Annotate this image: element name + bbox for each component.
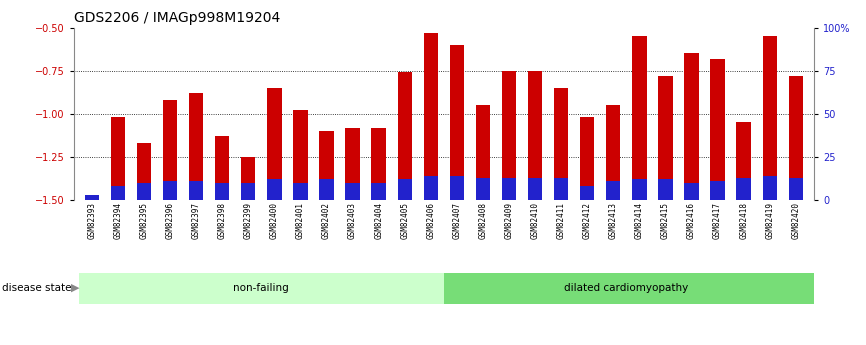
Text: GSM82403: GSM82403: [348, 201, 357, 239]
Text: dilated cardiomyopathy: dilated cardiomyopathy: [565, 283, 688, 293]
Bar: [85, 195, 99, 200]
Bar: [710, 59, 725, 200]
Bar: [372, 128, 386, 200]
Bar: [423, 176, 438, 200]
Bar: [736, 122, 751, 200]
Text: GSM82405: GSM82405: [400, 201, 410, 239]
Bar: [658, 76, 673, 200]
Bar: [189, 181, 204, 200]
Bar: [658, 179, 673, 200]
Bar: [632, 179, 647, 200]
Text: GSM82397: GSM82397: [191, 201, 201, 239]
FancyBboxPatch shape: [443, 273, 814, 304]
Bar: [346, 128, 359, 200]
Bar: [137, 183, 152, 200]
Bar: [528, 71, 542, 200]
Bar: [528, 178, 542, 200]
Text: GSM82399: GSM82399: [244, 201, 253, 239]
Text: GSM82417: GSM82417: [713, 201, 722, 239]
Text: GSM82404: GSM82404: [374, 201, 383, 239]
Text: GSM82410: GSM82410: [531, 201, 540, 239]
Bar: [241, 157, 255, 200]
Bar: [475, 178, 490, 200]
Bar: [397, 179, 412, 200]
Bar: [397, 72, 412, 200]
Bar: [554, 88, 568, 200]
Text: GSM82395: GSM82395: [139, 201, 148, 239]
Text: GSM82393: GSM82393: [87, 201, 96, 239]
Bar: [215, 136, 229, 200]
Text: GSM82419: GSM82419: [766, 201, 774, 239]
Text: GSM82402: GSM82402: [322, 201, 331, 239]
Text: GSM82414: GSM82414: [635, 201, 643, 239]
Bar: [320, 131, 333, 200]
Bar: [606, 181, 620, 200]
Bar: [763, 176, 777, 200]
Text: GSM82400: GSM82400: [270, 201, 279, 239]
Text: disease state: disease state: [2, 283, 71, 293]
Text: GDS2206 / IMAGp998M19204: GDS2206 / IMAGp998M19204: [74, 11, 280, 25]
Bar: [241, 183, 255, 200]
Bar: [789, 76, 803, 200]
Text: GSM82416: GSM82416: [687, 201, 696, 239]
Bar: [111, 117, 125, 200]
Bar: [137, 143, 152, 200]
Bar: [294, 183, 307, 200]
Bar: [268, 179, 281, 200]
Text: GSM82409: GSM82409: [505, 201, 514, 239]
Text: GSM82413: GSM82413: [609, 201, 617, 239]
Text: GSM82401: GSM82401: [296, 201, 305, 239]
Bar: [111, 186, 125, 200]
Text: ▶: ▶: [71, 283, 80, 293]
Bar: [268, 88, 281, 200]
Text: GSM82394: GSM82394: [113, 201, 122, 239]
Bar: [789, 178, 803, 200]
Bar: [632, 36, 647, 200]
Text: GSM82418: GSM82418: [740, 201, 748, 239]
Bar: [763, 36, 777, 200]
Bar: [501, 178, 516, 200]
Text: GSM82408: GSM82408: [478, 201, 488, 239]
Bar: [684, 183, 699, 200]
Text: GSM82420: GSM82420: [792, 201, 800, 239]
Bar: [294, 110, 307, 200]
Bar: [554, 178, 568, 200]
Bar: [372, 183, 386, 200]
Text: GSM82406: GSM82406: [426, 201, 436, 239]
FancyBboxPatch shape: [79, 273, 443, 304]
Bar: [580, 186, 594, 200]
Bar: [449, 176, 464, 200]
Text: GSM82415: GSM82415: [661, 201, 670, 239]
Bar: [606, 105, 620, 200]
Bar: [346, 183, 359, 200]
Bar: [215, 183, 229, 200]
Bar: [163, 181, 178, 200]
Bar: [449, 45, 464, 200]
Bar: [163, 100, 178, 200]
Bar: [736, 178, 751, 200]
Bar: [85, 195, 99, 200]
Text: GSM82398: GSM82398: [217, 201, 227, 239]
Bar: [423, 33, 438, 200]
Bar: [580, 117, 594, 200]
Bar: [684, 53, 699, 200]
Bar: [189, 93, 204, 200]
Text: GSM82411: GSM82411: [557, 201, 565, 239]
Bar: [501, 71, 516, 200]
Bar: [475, 105, 490, 200]
Text: non-failing: non-failing: [234, 283, 289, 293]
Bar: [320, 179, 333, 200]
Bar: [710, 181, 725, 200]
Text: GSM82407: GSM82407: [452, 201, 462, 239]
Text: GSM82412: GSM82412: [583, 201, 591, 239]
Text: GSM82396: GSM82396: [165, 201, 175, 239]
